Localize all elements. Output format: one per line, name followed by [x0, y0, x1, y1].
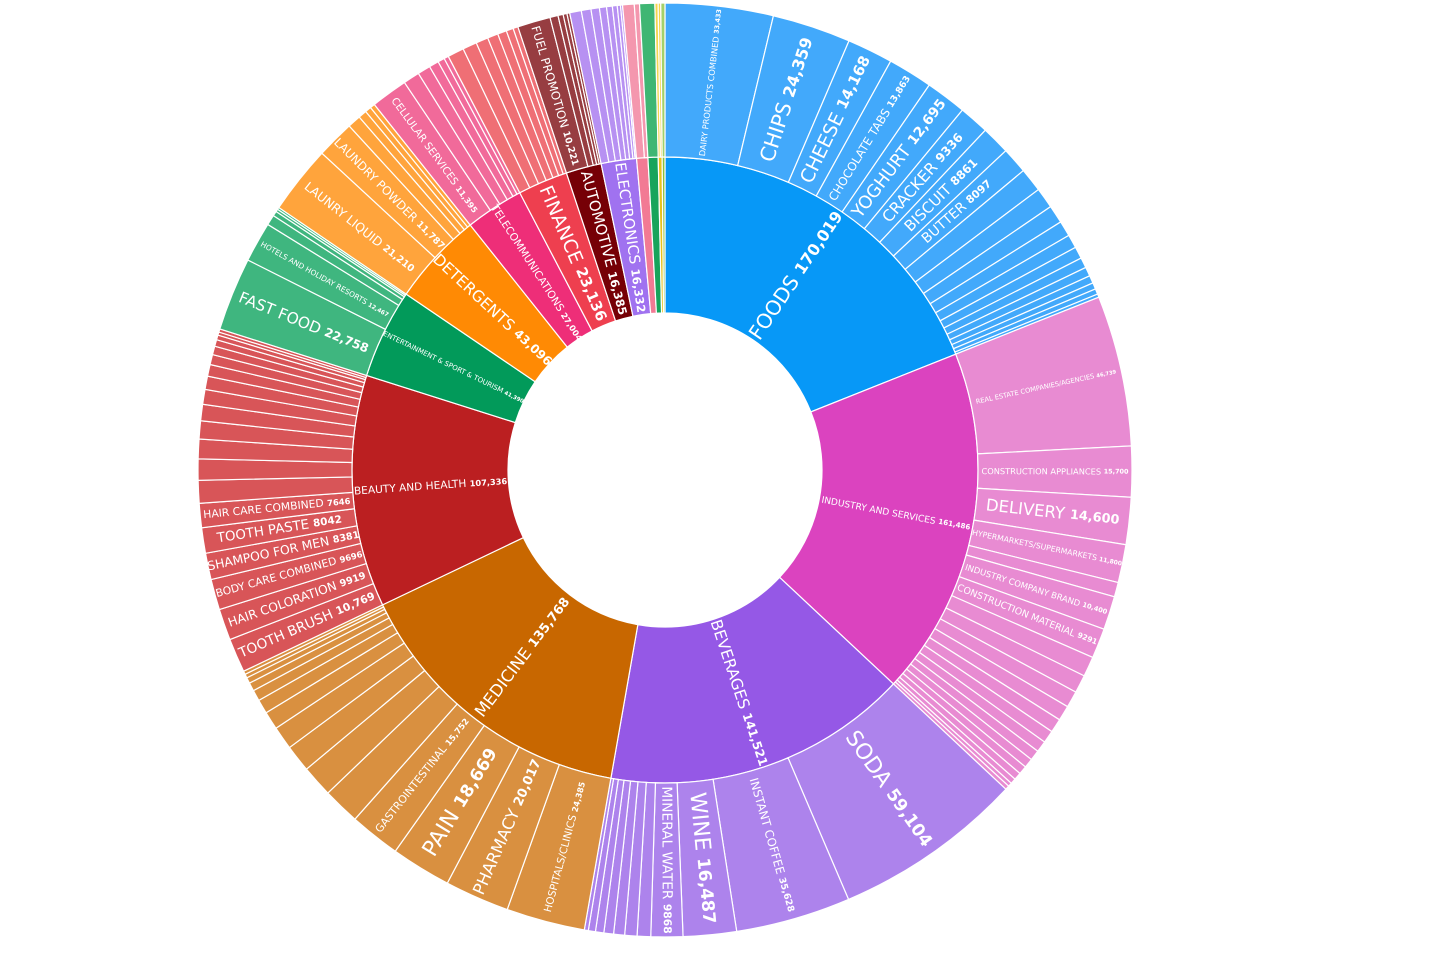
outer-slice-item-14-0[interactable]	[660, 2, 666, 158]
label-construction-appliances-1-1: CONSTRUCTION APPLIANCES 15,700	[981, 466, 1129, 477]
outer-ring	[197, 2, 1133, 938]
inner-ring	[351, 156, 979, 784]
label-mineral-water-2-3: MINERAL WATER 9868	[658, 786, 675, 933]
